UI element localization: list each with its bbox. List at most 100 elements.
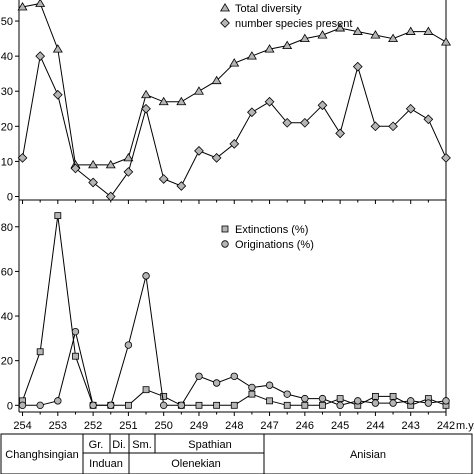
data-point: [424, 399, 433, 407]
legend-label: number species present: [235, 18, 352, 30]
data-point: [123, 167, 134, 177]
stage-table: Changhsingian Gr. Di. Sm. Spathian Anisi…: [0, 433, 473, 474]
data-point: [211, 75, 222, 85]
x-unit-label: m.y.: [456, 420, 474, 432]
data-point: [229, 138, 240, 149]
x-tick-label: 244: [366, 420, 384, 432]
stage-label-olenekian: Olenekian: [171, 458, 221, 470]
data-point: [301, 394, 309, 403]
data-point: [158, 174, 169, 184]
data-point: [36, 348, 44, 356]
data-point: [248, 390, 256, 398]
data-point: [352, 61, 363, 72]
data-point: [160, 392, 168, 400]
x-tick-label: 251: [119, 420, 137, 432]
y-tick-label: 30: [1, 86, 13, 98]
x-tick-label: 245: [331, 420, 349, 432]
data-point: [230, 372, 238, 380]
x-tick-label: 249: [190, 420, 208, 432]
legend-marker: [220, 18, 230, 28]
data-point: [283, 401, 291, 409]
data-point: [354, 397, 362, 405]
legend-label: Originations (%): [235, 239, 314, 251]
x-tick-label: 248: [225, 420, 243, 432]
data-point: [299, 117, 310, 128]
data-point: [194, 146, 204, 156]
data-point: [105, 159, 116, 169]
data-point: [211, 153, 222, 163]
data-point: [405, 103, 416, 114]
y-tick-label: 80: [1, 222, 13, 234]
data-point: [247, 107, 257, 118]
data-point: [246, 51, 257, 60]
data-point: [89, 401, 97, 410]
data-point: [317, 100, 328, 111]
data-point: [35, 0, 46, 7]
legend-marker: [219, 3, 231, 12]
data-point: [388, 33, 399, 42]
data-point: [371, 399, 380, 407]
data-point: [389, 392, 397, 400]
data-point: [177, 401, 186, 410]
series-total-diversity: [17, 0, 452, 169]
stage-label-sm: Sm.: [132, 439, 152, 451]
data-point: [141, 89, 152, 99]
data-point: [423, 26, 434, 35]
data-point: [52, 44, 63, 53]
stage-label-spathian: Spathian: [188, 439, 231, 451]
legend-label: Extinctions (%): [235, 224, 308, 236]
x-tick-label: 242: [437, 420, 455, 432]
data-point: [441, 153, 451, 163]
data-point: [405, 26, 416, 35]
data-point: [142, 272, 150, 280]
y-tick-label: 40: [1, 311, 13, 323]
top-plot: 0 10 20 30 40 50 Total diversity number species…: [1, 0, 452, 204]
stage-label-di: Di.: [112, 439, 125, 451]
data-point: [230, 401, 238, 409]
data-point: [142, 386, 150, 394]
data-point: [442, 397, 450, 405]
data-point: [265, 381, 274, 389]
data-point: [440, 37, 452, 46]
x-tick-label: 246: [296, 420, 314, 432]
data-point: [282, 117, 293, 128]
data-point: [248, 383, 256, 392]
data-point: [318, 394, 327, 403]
data-point: [123, 152, 134, 162]
data-point: [370, 121, 381, 132]
stage-label-gr: Gr.: [89, 439, 104, 451]
data-point: [17, 153, 28, 163]
data-point: [158, 96, 169, 106]
legend-marker: [221, 240, 229, 248]
data-point: [54, 397, 62, 405]
data-point: [335, 23, 346, 32]
data-point: [72, 352, 79, 360]
x-tick-label: 252: [84, 420, 102, 432]
data-point: [195, 372, 203, 380]
x-tick-label: 247: [260, 420, 278, 432]
y-tick-label: 20: [1, 121, 13, 133]
data-point: [18, 401, 27, 410]
stage-label-induan: Induan: [89, 458, 123, 470]
stage-label-changhsingian: Changhsingian: [5, 449, 78, 461]
data-point: [212, 379, 221, 387]
legend: Total diversity number species present: [219, 3, 352, 30]
data-point: [317, 30, 328, 39]
stage-label-anisian: Anisian: [350, 449, 386, 461]
data-point: [17, 2, 28, 11]
legend-label: Total diversity: [235, 3, 302, 15]
data-point: [176, 181, 187, 191]
data-point: [372, 392, 379, 400]
x-tick-label: 243: [402, 420, 420, 432]
x-tick-label: 250: [155, 420, 173, 432]
data-point: [264, 44, 275, 53]
data-point: [335, 128, 345, 139]
data-point: [336, 395, 344, 403]
data-point: [54, 212, 62, 220]
data-point: [213, 401, 221, 409]
data-point: [107, 401, 115, 410]
y-tick-label: 20: [1, 356, 13, 368]
series-number-species-present: [17, 51, 451, 202]
y-tick-label: 60: [1, 266, 13, 278]
